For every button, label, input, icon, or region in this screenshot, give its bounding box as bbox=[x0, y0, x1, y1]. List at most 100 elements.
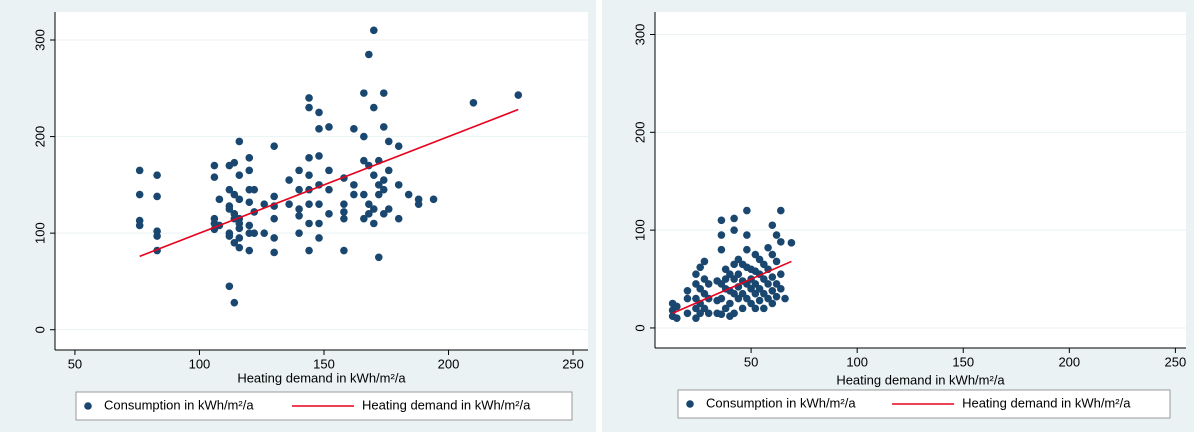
x-tick-label: 250 bbox=[1165, 354, 1187, 369]
point bbox=[704, 309, 713, 318]
point bbox=[751, 304, 760, 313]
point bbox=[730, 214, 738, 223]
y-tick-label: 200 bbox=[32, 126, 47, 148]
point bbox=[374, 181, 383, 189]
point bbox=[230, 298, 239, 307]
point bbox=[717, 294, 726, 303]
point bbox=[270, 214, 278, 223]
point bbox=[245, 198, 254, 207]
y-tick-label: 0 bbox=[32, 326, 47, 333]
point bbox=[394, 142, 403, 151]
point bbox=[734, 270, 743, 278]
point bbox=[730, 226, 738, 234]
point bbox=[360, 132, 368, 141]
point bbox=[777, 285, 785, 293]
point bbox=[673, 314, 681, 322]
point bbox=[210, 173, 219, 181]
point bbox=[370, 219, 378, 228]
point bbox=[295, 211, 303, 220]
point bbox=[305, 246, 313, 255]
point bbox=[360, 156, 368, 165]
point bbox=[730, 309, 738, 318]
point bbox=[295, 229, 303, 237]
point bbox=[325, 185, 333, 194]
point bbox=[717, 310, 726, 319]
point bbox=[760, 304, 768, 313]
point bbox=[717, 245, 726, 254]
point bbox=[305, 154, 313, 162]
plot-area bbox=[655, 12, 1186, 348]
point bbox=[370, 26, 378, 35]
point bbox=[295, 185, 303, 194]
point bbox=[235, 224, 244, 233]
y-tick-label: 200 bbox=[632, 121, 647, 143]
point bbox=[429, 195, 438, 204]
point bbox=[295, 205, 303, 213]
y-tick-label: 0 bbox=[632, 324, 647, 331]
point bbox=[315, 152, 323, 160]
point bbox=[325, 166, 333, 175]
point bbox=[514, 91, 523, 99]
point bbox=[781, 294, 789, 303]
point bbox=[210, 161, 219, 170]
x-tick-label: 150 bbox=[952, 354, 974, 369]
point bbox=[370, 103, 378, 112]
point bbox=[700, 257, 709, 266]
point bbox=[404, 190, 413, 199]
point bbox=[315, 234, 323, 242]
point bbox=[245, 154, 254, 162]
point bbox=[250, 185, 259, 194]
point bbox=[340, 200, 348, 208]
point bbox=[696, 263, 704, 272]
x-tick-label: 100 bbox=[189, 356, 211, 371]
point bbox=[250, 229, 259, 237]
point bbox=[772, 292, 781, 301]
point bbox=[768, 286, 777, 295]
y-tick-label: 100 bbox=[32, 222, 47, 244]
legend-marker bbox=[686, 400, 694, 408]
point bbox=[370, 205, 378, 213]
y-tick-label: 300 bbox=[32, 29, 47, 51]
point bbox=[245, 246, 254, 255]
point bbox=[764, 280, 772, 288]
point bbox=[704, 280, 713, 288]
point bbox=[360, 214, 368, 223]
point bbox=[683, 286, 692, 295]
point bbox=[743, 231, 751, 239]
point bbox=[315, 125, 323, 133]
point bbox=[340, 246, 348, 255]
point bbox=[777, 238, 785, 246]
point bbox=[379, 89, 388, 97]
point bbox=[305, 103, 313, 112]
point bbox=[772, 257, 781, 266]
legend-marker bbox=[84, 402, 92, 410]
point bbox=[350, 181, 358, 189]
point bbox=[235, 195, 244, 204]
point bbox=[787, 239, 796, 247]
point bbox=[235, 137, 244, 146]
x-tick-label: 50 bbox=[744, 354, 758, 369]
point bbox=[305, 219, 313, 228]
point bbox=[225, 232, 234, 240]
point bbox=[673, 302, 681, 311]
point bbox=[350, 190, 358, 199]
point bbox=[260, 229, 269, 237]
point bbox=[135, 190, 144, 199]
point bbox=[153, 171, 161, 180]
point bbox=[270, 234, 278, 242]
point bbox=[374, 190, 383, 199]
point bbox=[350, 125, 358, 133]
point bbox=[374, 253, 383, 262]
point bbox=[285, 200, 293, 208]
point bbox=[777, 206, 785, 215]
legend-label: Consumption in kWh/m²/a bbox=[706, 395, 856, 410]
point bbox=[379, 176, 388, 184]
point bbox=[285, 176, 293, 184]
point bbox=[315, 200, 323, 208]
point bbox=[717, 216, 726, 225]
point bbox=[305, 200, 313, 208]
y-tick-label: 100 bbox=[632, 219, 647, 241]
point bbox=[135, 166, 144, 175]
point bbox=[379, 123, 388, 131]
